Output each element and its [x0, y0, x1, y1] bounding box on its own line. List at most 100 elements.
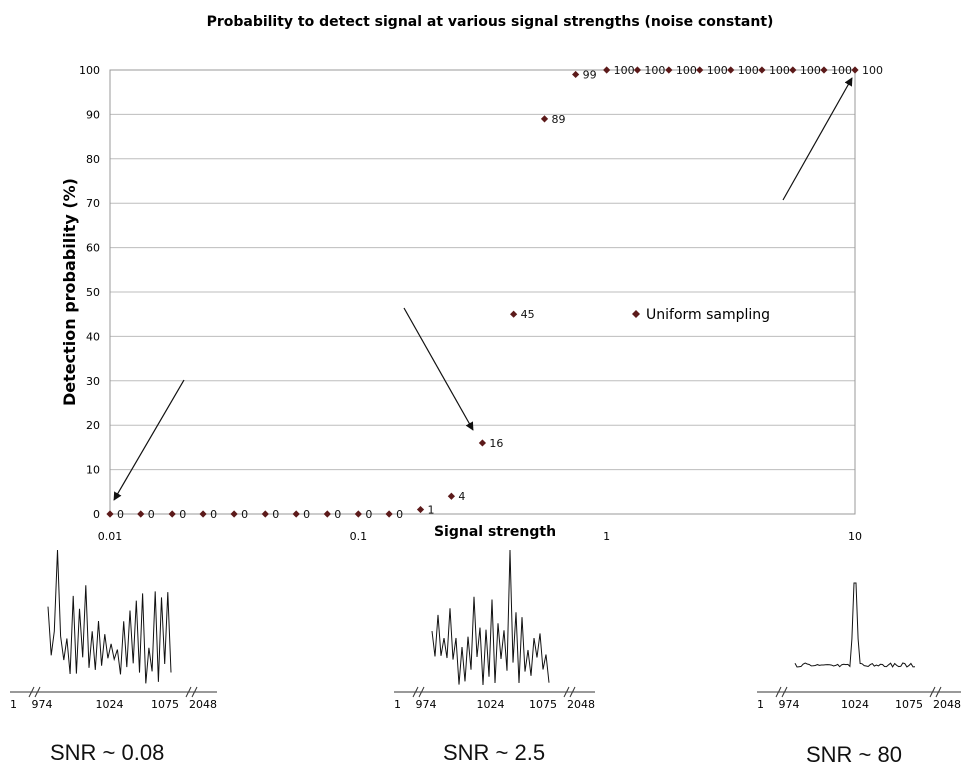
x-axis-label: Signal strength [434, 524, 556, 540]
axis-break-icon [412, 686, 425, 698]
data-point [447, 492, 455, 500]
y-tick-label: 80 [86, 153, 100, 166]
spectrum-high-snr: 1 974 1024 1075 2048 [757, 582, 961, 711]
spectrum-tick-label: 974 [32, 698, 53, 711]
data-point [478, 439, 487, 447]
data-label: 0 [272, 508, 279, 521]
axis-break-icon [775, 686, 788, 698]
data-label: 89 [552, 113, 566, 126]
spectrum-tick-label: 1024 [477, 698, 505, 711]
x-tick-labels: 0.01 0.1 1 10 [98, 530, 862, 543]
legend-marker [632, 310, 640, 318]
spectrum-tick-label: 1 [10, 698, 17, 711]
data-label: 0 [334, 508, 341, 521]
data-label: 4 [458, 490, 465, 503]
x-tick-label: 0.01 [98, 530, 123, 543]
legend-label: Uniform sampling [646, 307, 770, 323]
x-tick-label: 1 [603, 530, 610, 543]
gridlines [110, 69, 855, 471]
data-point [230, 510, 238, 518]
spectrum-tick-label: 1024 [841, 698, 869, 711]
x-tick-label: 0.1 [350, 530, 368, 543]
data-label: 100 [676, 64, 697, 77]
y-tick-labels: 0 10 20 30 40 50 60 70 80 90 100 [79, 64, 100, 521]
spectrum-tick-label: 974 [779, 698, 800, 711]
data-label: 99 [583, 68, 597, 81]
axis-break-icon [185, 686, 198, 698]
legend: Uniform sampling [632, 307, 770, 323]
data-label: 100 [707, 64, 728, 77]
data-point [633, 66, 642, 74]
data-label: 100 [800, 64, 821, 77]
spectrum-tick-label: 2048 [567, 698, 595, 711]
snr-label-mid: SNR ~ 2.5 [443, 740, 546, 765]
data-label: 0 [365, 508, 372, 521]
data-label: 0 [117, 508, 124, 521]
spectrum-tick-label: 1075 [895, 698, 923, 711]
y-tick-label: 60 [86, 242, 100, 255]
spectrum-tick-label: 1075 [151, 698, 179, 711]
spectrum-tick-label: 1 [394, 698, 401, 711]
snr-label-low: SNR ~ 0.08 [50, 740, 165, 765]
spectrum-trace [47, 549, 172, 684]
spectrum-tick-label: 1 [757, 698, 764, 711]
data-points [106, 66, 859, 518]
data-point [603, 66, 611, 74]
y-tick-label: 100 [79, 64, 100, 77]
data-point [416, 505, 425, 514]
data-label: 100 [862, 64, 883, 77]
snr-label-high: SNR ~ 80 [806, 742, 902, 767]
spectrum-tick-label: 1075 [529, 698, 557, 711]
data-point [510, 310, 518, 318]
y-axis-label: Detection probability (%) [60, 178, 79, 406]
axis-break-icon [28, 686, 41, 698]
data-label: 100 [738, 64, 759, 77]
data-label: 0 [241, 508, 248, 521]
arrow-low-snr [113, 379, 185, 501]
data-point [261, 510, 269, 518]
y-tick-label: 40 [86, 330, 100, 343]
data-point [168, 510, 176, 518]
y-tick-label: 30 [86, 375, 100, 388]
data-label: 100 [644, 64, 665, 77]
spectrum-trace [794, 582, 916, 668]
data-point [137, 510, 145, 518]
data-label: 100 [831, 64, 852, 77]
spectrum-mid-snr: 1 974 1024 1075 2048 [394, 549, 595, 711]
data-point [385, 510, 393, 518]
data-point [820, 66, 828, 74]
spectrum-tick-label: 1024 [96, 698, 124, 711]
data-point [199, 510, 207, 518]
axis-break-icon [929, 686, 942, 698]
data-label: 0 [179, 508, 186, 521]
axis-break-icon [563, 686, 576, 698]
spectrum-tick-label: 974 [416, 698, 437, 711]
data-point [758, 66, 766, 74]
data-point [727, 66, 735, 74]
y-tick-label: 10 [86, 464, 100, 477]
data-point [665, 66, 673, 74]
spectrum-tick-label: 2048 [933, 698, 961, 711]
data-point [323, 510, 331, 518]
y-tick-label: 90 [86, 108, 100, 121]
data-label: 100 [769, 64, 790, 77]
data-labels: 0 0 0 0 0 0 0 0 0 0 1 4 16 45 89 99 100 100 100 100 100 100 10… [117, 64, 883, 521]
data-point [851, 66, 859, 74]
data-point [292, 510, 300, 518]
data-label: 16 [489, 437, 503, 450]
spectrum-low-snr: 1 974 1024 1075 2048 [10, 549, 217, 711]
arrow-mid-snr [403, 307, 474, 431]
data-label: 0 [210, 508, 217, 521]
y-tick-label: 20 [86, 419, 100, 432]
arrow-high-snr [782, 77, 853, 201]
spectrum-trace [431, 549, 550, 686]
data-point [696, 66, 704, 74]
data-label: 100 [614, 64, 635, 77]
y-tick-label: 50 [86, 286, 100, 299]
x-tick-label: 10 [848, 530, 862, 543]
chart-title: Probability to detect signal at various … [207, 14, 774, 30]
data-label: 0 [396, 508, 403, 521]
y-tick-label: 0 [93, 508, 100, 521]
y-tick-label: 70 [86, 197, 100, 210]
